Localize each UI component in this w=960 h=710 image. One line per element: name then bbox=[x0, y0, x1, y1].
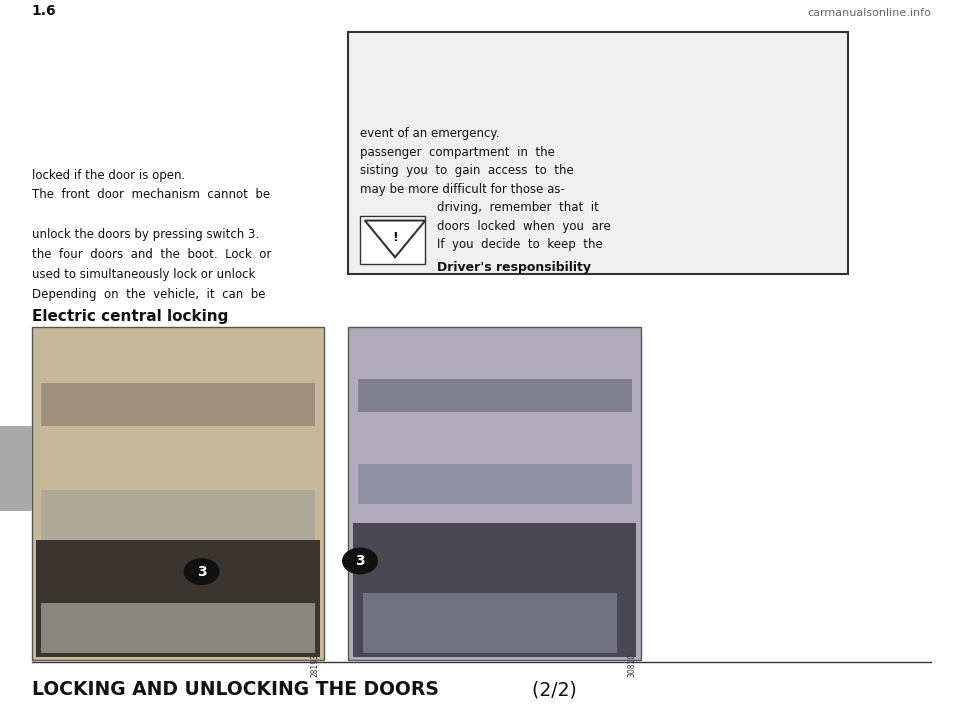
Circle shape bbox=[343, 548, 377, 574]
FancyBboxPatch shape bbox=[363, 593, 617, 653]
Text: passenger  compartment  in  the: passenger compartment in the bbox=[360, 146, 555, 159]
FancyBboxPatch shape bbox=[353, 523, 636, 657]
FancyBboxPatch shape bbox=[360, 216, 425, 264]
Text: (2/2): (2/2) bbox=[526, 680, 577, 699]
Text: If  you  decide  to  keep  the: If you decide to keep the bbox=[437, 238, 603, 251]
Text: 3: 3 bbox=[355, 554, 365, 568]
FancyBboxPatch shape bbox=[348, 327, 641, 660]
Text: 30810: 30810 bbox=[628, 653, 636, 677]
Text: locked if the door is open.: locked if the door is open. bbox=[32, 168, 185, 182]
FancyBboxPatch shape bbox=[0, 426, 32, 511]
FancyBboxPatch shape bbox=[41, 490, 315, 540]
Text: 28193: 28193 bbox=[311, 653, 320, 677]
Text: The  front  door  mechanism  cannot  be: The front door mechanism cannot be bbox=[32, 188, 270, 202]
Text: may be more difficult for those as-: may be more difficult for those as- bbox=[360, 182, 564, 196]
FancyBboxPatch shape bbox=[41, 604, 315, 653]
Text: sisting  you  to  gain  access  to  the: sisting you to gain access to the bbox=[360, 164, 574, 178]
Polygon shape bbox=[365, 221, 425, 257]
FancyBboxPatch shape bbox=[41, 383, 315, 426]
FancyBboxPatch shape bbox=[32, 327, 324, 660]
Text: 1.6: 1.6 bbox=[32, 4, 57, 18]
FancyBboxPatch shape bbox=[36, 540, 320, 657]
Text: unlock the doors by pressing switch 3.: unlock the doors by pressing switch 3. bbox=[32, 228, 259, 241]
Text: 3: 3 bbox=[197, 564, 206, 579]
Text: !: ! bbox=[393, 231, 397, 244]
FancyBboxPatch shape bbox=[358, 378, 632, 412]
Text: event of an emergency.: event of an emergency. bbox=[360, 127, 499, 141]
Text: doors  locked  when  you  are: doors locked when you are bbox=[437, 219, 611, 233]
Text: used to simultaneously lock or unlock: used to simultaneously lock or unlock bbox=[32, 268, 255, 281]
Text: Electric central locking: Electric central locking bbox=[32, 309, 228, 324]
Text: LOCKING AND UNLOCKING THE DOORS: LOCKING AND UNLOCKING THE DOORS bbox=[32, 680, 439, 699]
FancyBboxPatch shape bbox=[358, 464, 632, 504]
Text: the  four  doors  and  the  boot.  Lock  or: the four doors and the boot. Lock or bbox=[32, 248, 271, 261]
Text: Driver's responsibility: Driver's responsibility bbox=[437, 261, 590, 275]
Text: Depending  on  the  vehicle,  it  can  be: Depending on the vehicle, it can be bbox=[32, 288, 265, 301]
Text: driving,  remember  that  it: driving, remember that it bbox=[437, 201, 599, 214]
Circle shape bbox=[184, 559, 219, 584]
FancyBboxPatch shape bbox=[348, 32, 848, 273]
Text: carmanualsonline.info: carmanualsonline.info bbox=[807, 8, 931, 18]
